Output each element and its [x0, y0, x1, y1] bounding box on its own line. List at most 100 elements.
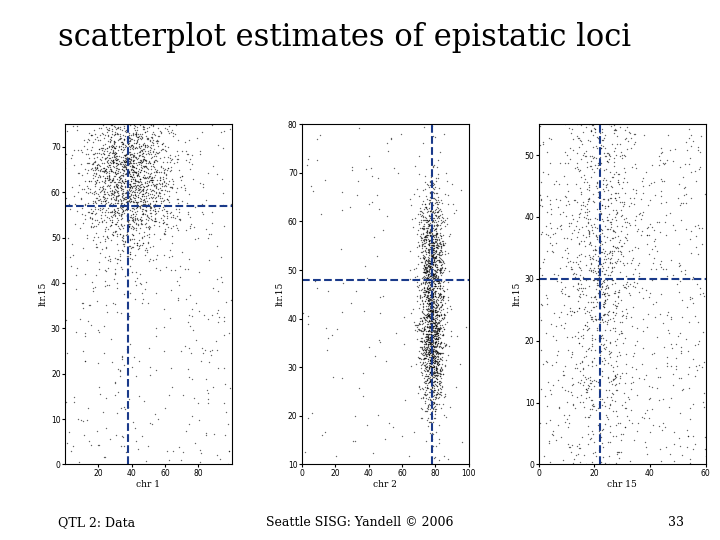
Point [584, 162, 595, 171]
Point [433, 359, 444, 367]
Point [197, 348, 209, 357]
Point [427, 295, 438, 304]
Point [430, 342, 441, 350]
Point [554, 180, 565, 188]
Point [417, 221, 428, 230]
Point [427, 292, 438, 301]
Point [599, 326, 611, 335]
Point [364, 200, 375, 208]
Point [420, 218, 431, 226]
Point [158, 178, 170, 186]
Point [156, 140, 168, 149]
Point [102, 151, 114, 159]
Point [574, 166, 585, 175]
Point [580, 460, 592, 469]
Point [632, 419, 644, 428]
Point [620, 403, 631, 412]
Point [149, 205, 161, 213]
Point [421, 293, 433, 301]
Point [144, 199, 156, 207]
Point [422, 270, 433, 279]
Point [426, 310, 438, 319]
Point [94, 148, 105, 157]
Point [119, 238, 130, 247]
Point [425, 418, 436, 427]
Point [596, 200, 608, 209]
Point [676, 451, 688, 460]
Point [577, 198, 588, 207]
Point [562, 345, 573, 354]
Point [174, 215, 186, 224]
Point [132, 445, 144, 454]
Point [373, 205, 384, 213]
Point [588, 198, 600, 207]
Point [423, 346, 434, 355]
Point [580, 375, 592, 383]
Point [145, 181, 157, 190]
Point [606, 251, 618, 260]
Point [637, 327, 649, 335]
Point [122, 212, 133, 220]
Point [130, 191, 142, 200]
Point [426, 294, 437, 302]
Point [575, 256, 586, 265]
Point [689, 340, 701, 349]
Point [413, 241, 425, 249]
Point [589, 245, 600, 253]
Point [78, 215, 90, 224]
Point [607, 324, 618, 333]
Point [94, 249, 105, 258]
Point [430, 390, 441, 399]
Point [206, 208, 217, 217]
Point [337, 206, 348, 214]
Point [580, 385, 591, 394]
Point [150, 193, 162, 201]
Point [108, 191, 120, 199]
Point [146, 174, 158, 183]
Point [113, 157, 125, 166]
Point [415, 404, 427, 413]
Point [427, 388, 438, 396]
Point [428, 288, 439, 296]
Point [578, 378, 590, 387]
Point [427, 358, 438, 367]
Point [425, 320, 436, 328]
Point [122, 197, 134, 205]
Point [425, 317, 436, 326]
Point [431, 247, 442, 255]
Point [100, 153, 112, 162]
Point [552, 347, 564, 355]
Point [81, 256, 92, 265]
Point [423, 254, 434, 263]
Point [433, 304, 444, 313]
Point [428, 188, 439, 197]
Point [155, 161, 166, 170]
Point [674, 442, 685, 451]
Point [602, 307, 613, 316]
Point [89, 130, 100, 138]
Point [431, 348, 443, 356]
Point [573, 339, 585, 348]
Point [410, 321, 422, 330]
Point [423, 221, 435, 230]
Point [150, 216, 162, 225]
Point [655, 263, 667, 272]
Point [428, 245, 439, 254]
Point [422, 222, 433, 231]
Point [423, 248, 434, 256]
Point [438, 329, 449, 338]
Point [125, 166, 137, 175]
Point [421, 332, 433, 341]
Point [606, 183, 618, 192]
Point [567, 215, 579, 224]
Point [109, 123, 121, 131]
Point [588, 354, 600, 362]
Point [109, 187, 120, 196]
Point [610, 458, 621, 467]
Point [420, 265, 432, 273]
Point [421, 207, 433, 216]
Point [421, 342, 433, 351]
Point [125, 177, 137, 185]
Point [424, 300, 436, 309]
Point [423, 294, 435, 303]
